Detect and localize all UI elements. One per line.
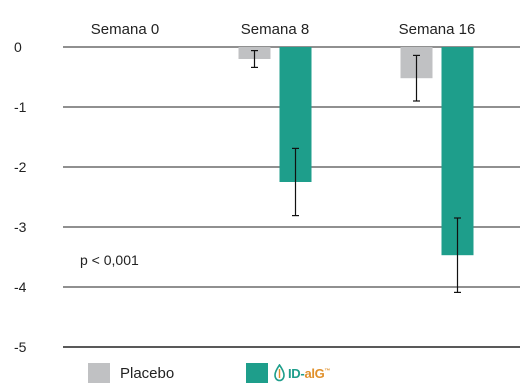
category-labels: Semana 0 Semana 8 Semana 16: [91, 21, 476, 38]
legend-swatch-id-alg: [246, 363, 268, 383]
bars: [238, 47, 474, 256]
id-alg-logo-text: ID-alG™: [288, 365, 331, 381]
legend-label-placebo: Placebo: [120, 364, 175, 382]
error-bars: [251, 49, 461, 293]
legend-item-id-alg: ID-alG™: [246, 363, 330, 383]
y-tick-label: -3: [14, 219, 27, 235]
y-tick-label: -5: [14, 339, 27, 355]
category-label: Semana 0: [91, 21, 159, 38]
id-alg-logo-icon: ID-alG™: [274, 364, 330, 382]
legend-swatch-placebo: [88, 363, 110, 383]
p-value-annotation: p < 0,001: [80, 252, 139, 268]
y-tick-label: -2: [14, 159, 27, 175]
category-label: Semana 8: [241, 21, 309, 38]
legend-item-placebo: Placebo: [88, 363, 174, 383]
y-tick-label: -4: [14, 279, 27, 295]
y-tick-label: 0: [14, 39, 22, 55]
y-axis-tick-labels: 0 -1 -2 -3 -4 -5: [14, 39, 27, 355]
y-tick-label: -1: [14, 99, 27, 115]
category-label: Semana 16: [399, 21, 476, 38]
drop-icon: [274, 364, 285, 382]
